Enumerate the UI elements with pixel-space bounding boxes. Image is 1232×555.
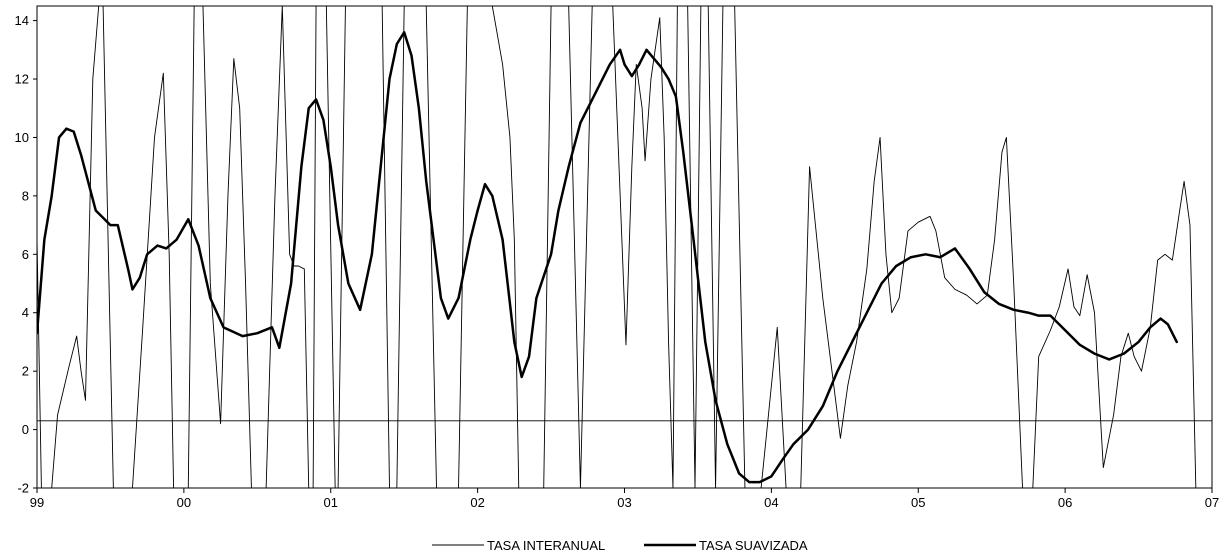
y-tick-label: 6	[22, 247, 29, 262]
x-tick-label: 04	[764, 495, 778, 510]
series-line-tasa-interanual	[37, 6, 1197, 488]
x-tick-label: 01	[324, 495, 338, 510]
x-tick-label: 05	[911, 495, 925, 510]
x-tick-label: 07	[1205, 495, 1219, 510]
x-tick-label: 06	[1058, 495, 1072, 510]
y-tick-label: 2	[22, 364, 29, 379]
y-tick-label: 10	[15, 130, 29, 145]
y-tick-label: 0	[22, 422, 29, 437]
y-tick-label: -2	[17, 481, 29, 496]
series-layer	[37, 6, 1197, 488]
x-tick-label: 02	[470, 495, 484, 510]
x-tick-label: 00	[177, 495, 191, 510]
legend-label: TASA SUAVIZADA	[699, 538, 808, 553]
series-line-tasa-suavizada	[37, 31, 1178, 484]
x-tick-label: 99	[30, 495, 44, 510]
legend-label: TASA INTERANUAL	[487, 538, 605, 553]
y-tick-label: 8	[22, 188, 29, 203]
y-tick-label: 12	[15, 72, 29, 87]
y-tick-label: 14	[15, 13, 29, 28]
legend: TASA INTERANUAL TASA SUAVIZADA	[432, 538, 808, 553]
x-tick-label: 03	[617, 495, 631, 510]
y-tick-label: 4	[22, 305, 29, 320]
